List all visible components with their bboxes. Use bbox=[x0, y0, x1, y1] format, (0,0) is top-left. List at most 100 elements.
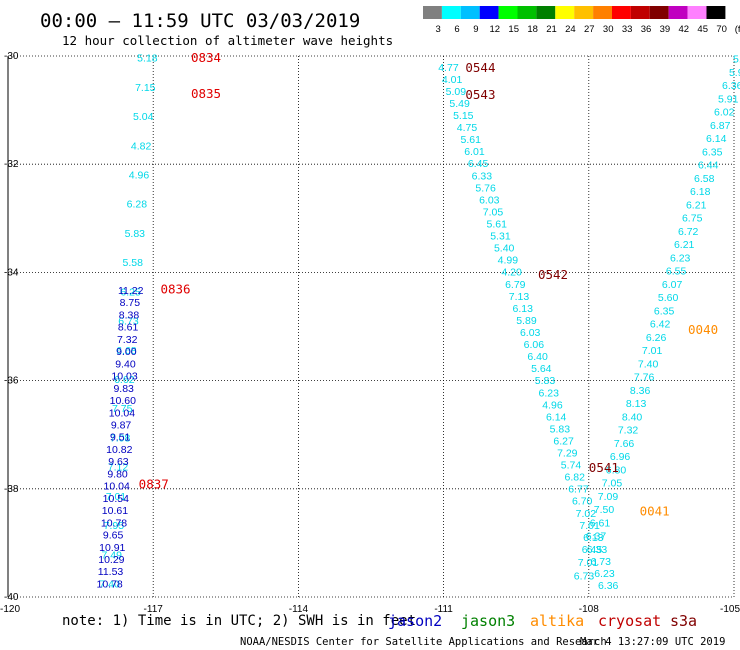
swh-value: 6.40 bbox=[527, 351, 548, 363]
colorbar-swatch bbox=[668, 6, 688, 19]
swh-value: 4.82 bbox=[131, 140, 152, 152]
swh-value: 7.75 bbox=[112, 403, 133, 415]
y-tick-label: -38 bbox=[4, 484, 19, 495]
x-tick-label: -105 bbox=[720, 604, 740, 615]
pass-time-label: 0834 bbox=[191, 50, 221, 65]
swh-value: 10.04 bbox=[104, 481, 130, 493]
satellite-legend-jason3: jason3 bbox=[461, 612, 515, 630]
swh-value: 7.01 bbox=[579, 520, 600, 532]
swh-value: 6.58 bbox=[694, 173, 715, 185]
swh-value: 8.61 bbox=[118, 322, 139, 334]
swh-value: 5.31 bbox=[490, 231, 511, 243]
swh-value: 6.75 bbox=[682, 213, 703, 225]
swh-value: 6.73 bbox=[591, 556, 612, 568]
swh-value: 4.77 bbox=[438, 62, 459, 74]
swh-value: 7.05 bbox=[483, 206, 504, 218]
pass-time-label: 0542 bbox=[538, 267, 568, 282]
swh-value: 8.38 bbox=[119, 309, 140, 321]
satellite-legend-s3a: s3a bbox=[670, 612, 697, 630]
swh-value: 10.04 bbox=[109, 407, 135, 419]
swh-value: 4.20 bbox=[501, 267, 522, 279]
colorbar-swatch bbox=[498, 6, 518, 19]
swh-value: 6.14 bbox=[706, 133, 727, 145]
swh-value: 7.13 bbox=[509, 291, 530, 303]
swh-value: 6.18 bbox=[690, 186, 711, 198]
colorbar-swatch bbox=[593, 6, 612, 19]
swh-value: 6.06 bbox=[524, 339, 545, 351]
colorbar-label: 3 bbox=[435, 24, 440, 35]
swh-value: 6.13 bbox=[513, 303, 534, 315]
colorbar-label: 30 bbox=[603, 24, 614, 35]
swh-value: 6.01 bbox=[464, 146, 485, 158]
colorbar-swatch bbox=[612, 6, 631, 19]
swh-value: 6.21 bbox=[674, 239, 695, 251]
pass-time-labels: 0834 0835 0836 0837 0544 0543 0542 0541 0040 0041 bbox=[139, 50, 718, 518]
swh-value: 9.65 bbox=[103, 530, 124, 542]
swh-value: 6.73 bbox=[574, 570, 595, 582]
swh-value: 7.32 bbox=[618, 425, 639, 437]
swh-value: 9.80 bbox=[107, 468, 128, 480]
chart-subtitle: 12 hour collection of altimeter wave hei… bbox=[62, 33, 393, 48]
swh-value: 6.72 bbox=[678, 226, 699, 238]
pass-time-label: 0835 bbox=[191, 86, 221, 101]
swh-value: 5.15 bbox=[453, 110, 474, 122]
colorbar-label: 70 bbox=[716, 24, 727, 35]
swh-value: 5.8 bbox=[733, 54, 740, 66]
swh-value: 7.02 bbox=[576, 508, 597, 520]
colorbar-swatch bbox=[687, 6, 707, 19]
swh-value: 7.95 bbox=[104, 520, 125, 532]
swh-value: 6.07 bbox=[662, 279, 683, 291]
swh-value: 5.40 bbox=[494, 243, 515, 255]
swh-value: 6.82 bbox=[565, 472, 586, 484]
swh-value: 9.40 bbox=[115, 358, 136, 370]
pass-time-label: 0543 bbox=[465, 87, 495, 102]
pass-time-label: 0837 bbox=[139, 476, 169, 491]
swh-value: 5.61 bbox=[461, 134, 482, 146]
swh-value: 6.37 bbox=[586, 531, 607, 543]
colorbar-swatch bbox=[460, 6, 480, 19]
swh-value: 8.40 bbox=[622, 411, 643, 423]
y-tick-label: -32 bbox=[4, 159, 19, 170]
y-tick-label: -40 bbox=[4, 592, 19, 603]
swh-value: 7.05 bbox=[602, 478, 623, 490]
swh-value: 6.36 bbox=[598, 580, 619, 592]
swh-value: 7.08 bbox=[110, 432, 131, 444]
swh-value: 6.26 bbox=[646, 332, 667, 344]
swh-value: 6.27 bbox=[553, 435, 574, 447]
x-tick-label: -108 bbox=[579, 604, 599, 615]
swh-value: 7.01 bbox=[578, 557, 599, 569]
satellite-tracks: 5.18 7.15 5.04 4.82 4.96 6.28 5.83 5.58 6.25 6.73… bbox=[96, 53, 740, 592]
swh-value: 7.15 bbox=[135, 82, 156, 94]
colorbar-label: 15 bbox=[508, 24, 519, 35]
colorbar-swatch bbox=[649, 6, 669, 19]
colorbar-label: 21 bbox=[546, 24, 557, 35]
swh-value: 6.68 bbox=[116, 345, 137, 357]
colorbar-label: (ft) bbox=[735, 24, 740, 35]
swh-value: 6.33 bbox=[587, 544, 608, 556]
swh-value: 9.87 bbox=[111, 419, 132, 431]
swh-value: 5.76 bbox=[475, 182, 496, 194]
colorbar-label: 9 bbox=[473, 24, 478, 35]
swh-value: 9.00 bbox=[116, 346, 137, 358]
swh-value: 6.02 bbox=[714, 107, 735, 119]
swh-value: 6.61 bbox=[590, 517, 611, 529]
x-tick-label: -120 bbox=[0, 604, 20, 615]
swh-value: 10.78 bbox=[96, 578, 122, 590]
swh-value: 5.83 bbox=[125, 228, 146, 240]
swh-value: 10.54 bbox=[103, 493, 129, 505]
swh-value: 5.89 bbox=[516, 315, 537, 327]
swh-value: 6.14 bbox=[546, 411, 567, 423]
pass-time-label: 0836 bbox=[160, 282, 190, 297]
swh-value: 10.91 bbox=[99, 542, 125, 554]
swh-value: 8.75 bbox=[120, 297, 141, 309]
colorbar-swatch bbox=[574, 6, 594, 19]
swh-value: 10.82 bbox=[106, 444, 132, 456]
swh-value: 7.40 bbox=[638, 358, 659, 370]
y-tick-label: -30 bbox=[4, 51, 19, 62]
swh-value: 6.42 bbox=[650, 319, 671, 331]
swh-value: 8.13 bbox=[626, 398, 647, 410]
chart-title: 00:00 – 11:59 UTC 03/03/2019 bbox=[40, 10, 360, 32]
swh-value: 6.23 bbox=[539, 387, 560, 399]
